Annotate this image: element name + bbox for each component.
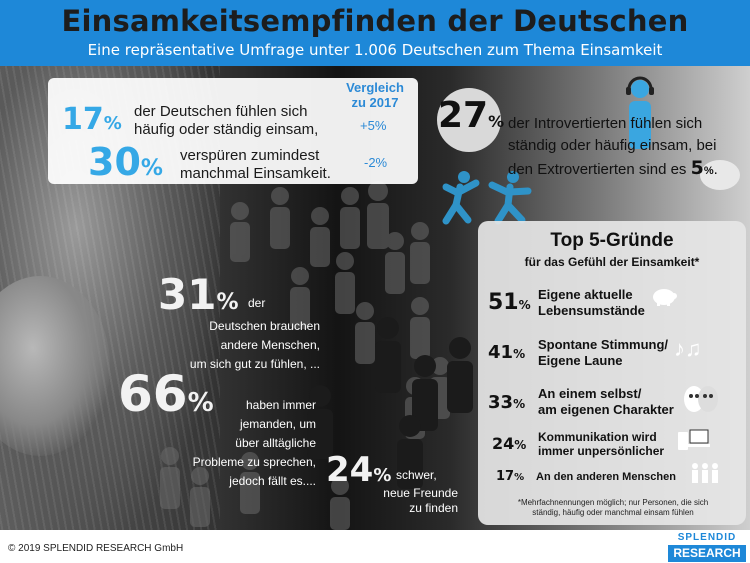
reasons-panel: [478, 221, 746, 525]
theater-masks-icon: [684, 386, 718, 412]
headphone-person-icon: [626, 76, 654, 149]
copyright: © 2019 SPLENDID RESEARCH GmbH: [8, 543, 184, 554]
logo-research: RESEARCH: [668, 545, 746, 562]
stat1-text: der Deutschen fühlen sich häufig oder st…: [134, 103, 319, 138]
reason-3-value: 33%: [488, 392, 526, 413]
stat1-value: 17%: [62, 102, 122, 137]
introverts-text: der Introvertierten fühlen sich ständig …: [508, 115, 718, 179]
needs-text-31-l1: der: [248, 296, 266, 310]
reason-1-value: 51%: [488, 290, 531, 315]
extroverts-circle: [700, 160, 740, 190]
crowd-silhouettes-icon: [160, 181, 473, 530]
stat2-text: verspüren zumindest manchmal Einsamkeit.: [180, 147, 331, 182]
needs-value-24: 24%: [326, 450, 392, 490]
page-title: Einsamkeitsempfinden der Deutschen: [61, 4, 689, 38]
comparison-value-1: +5%: [360, 118, 387, 133]
reason-3-label: An einem selbst/am eigenen Charakter: [538, 386, 674, 417]
people-icon: [692, 463, 718, 483]
dancing-people-icon: [442, 171, 532, 225]
comparison-value-2: -2%: [364, 155, 388, 170]
devices-icon: [678, 429, 710, 450]
needs-text-24: neue Freunde zu finden: [383, 486, 458, 515]
header-banner: [0, 0, 750, 66]
reason-2-value: 41%: [488, 342, 526, 363]
introverts-circle: [437, 88, 501, 152]
reasons-subtitle: für das Gefühl der Einsamkeit*: [524, 255, 700, 269]
stat2-value: 30%: [88, 140, 163, 184]
page-subtitle: Eine repräsentative Umfrage unter 1.006 …: [87, 41, 663, 59]
reasons-footnote: *Mehrfachnennungen möglich; nur Personen…: [517, 498, 709, 517]
music-notes-icon: ♪♫: [674, 336, 702, 361]
reason-1-label: Eigene aktuelle Lebensumstände: [538, 287, 645, 318]
extroverts-value: 5: [690, 157, 704, 179]
needs-text-31: Deutschen brauchen andere Menschen, um s…: [189, 319, 320, 371]
piggy-bank-icon: [653, 289, 677, 306]
introverts-value: 27%: [438, 95, 505, 136]
footer: [0, 530, 750, 563]
needs-text-66: haben immer jemanden, um über alltäglich…: [192, 398, 316, 488]
needs-value-31: 31%: [158, 270, 239, 319]
needs-value-66: 66%: [118, 365, 214, 423]
reason-5-value: 17%: [496, 469, 525, 484]
reason-2-label: Spontane Stimmung/Eigene Laune: [538, 337, 668, 368]
needs-text-24-l1: schwer,: [396, 468, 437, 482]
comparison-label: Vergleich zu 2017: [346, 80, 404, 110]
reason-4-value: 24%: [492, 434, 527, 453]
reason-5-label: An den anderen Menschen: [536, 471, 676, 483]
logo-splendid: SPLENDID: [677, 532, 737, 543]
face-photo: [0, 276, 110, 456]
loneliness-stats-box: [48, 78, 418, 184]
reasons-title: Top 5-Gründe: [550, 230, 674, 251]
reason-4-label: Kommunikation wird immer unpersönlicher: [538, 430, 665, 458]
